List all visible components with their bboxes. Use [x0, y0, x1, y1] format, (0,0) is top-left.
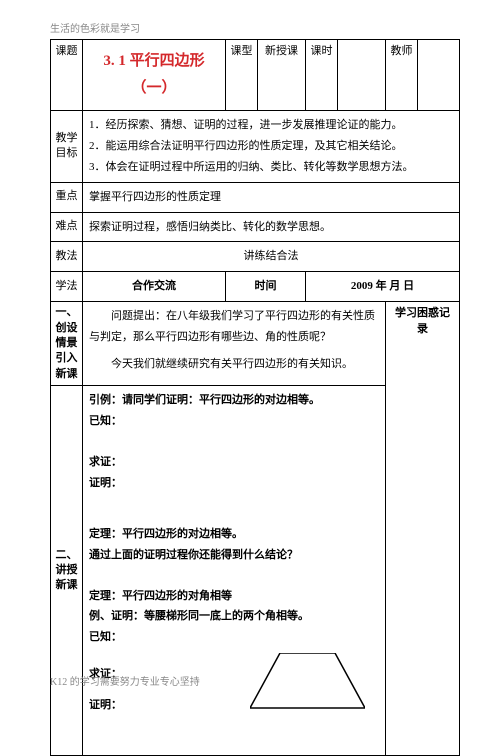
nandian-label: 难点	[51, 212, 83, 242]
section1-p1: 问题提出：在八年级我们学习了平行四边形的有关性质与判定，那么平行四边形有哪些边、…	[89, 306, 379, 348]
difficulty-label: 学习困惑记录	[386, 302, 460, 756]
section1-content: 问题提出：在八年级我们学习了平行四边形的有关性质与判定，那么平行四边形有哪些边、…	[83, 302, 386, 386]
dingli1: 定理：平行四边形的对边相等。	[89, 524, 379, 545]
qiuzheng: 求证：	[89, 452, 379, 473]
header-row: 课题 3. 1 平行四边形（一） 课型 新授课 课时 教师	[51, 40, 460, 111]
xuefa-label: 学法	[51, 272, 83, 302]
zhongdian-text: 掌握平行四边形的性质定理	[83, 182, 460, 212]
lesson-plan-table: 课题 3. 1 平行四边形（一） 课型 新授课 课时 教师 教学目标 1．经历探…	[50, 39, 460, 756]
xuefa-text: 合作交流	[83, 272, 226, 302]
dingli2: 定理：平行四边形的对角相等	[89, 586, 379, 607]
nandian-text: 探索证明过程，感悟归纳类比、转化的数学思想。	[83, 212, 460, 242]
kexing-value: 新授课	[258, 40, 306, 111]
tongguo: 通过上面的证明过程你还能得到什么结论？	[89, 545, 379, 566]
keti-label: 课题	[51, 40, 83, 111]
mubiao-text: 1．经历探索、猜想、证明的过程，进一步发展推理论证的能力。 2．能运用综合法证明…	[83, 111, 460, 183]
kexing-label: 课型	[226, 40, 258, 111]
keshi-value	[338, 40, 386, 111]
li: 例、证明：等腰梯形同一底上的两个角相等。	[89, 606, 379, 627]
teacher-value	[418, 40, 460, 111]
mubiao-row: 教学目标 1．经历探索、猜想、证明的过程，进一步发展推理论证的能力。 2．能运用…	[51, 111, 460, 183]
nandian-row: 难点 探索证明过程，感悟归纳类比、转化的数学思想。	[51, 212, 460, 242]
trapezoid-shape	[250, 653, 365, 709]
zhengming: 证明：	[89, 473, 379, 494]
shijian-label: 时间	[226, 272, 306, 302]
keshi-label: 课时	[306, 40, 338, 111]
yinli: 引例：请同学们证明：平行四边形的对边相等。	[89, 390, 379, 411]
zhongdian-label: 重点	[51, 182, 83, 212]
section1-row: 一、创设情景引入新课 问题提出：在八年级我们学习了平行四边形的有关性质与判定，那…	[51, 302, 460, 386]
section2-label: 二、讲授新课	[51, 386, 83, 756]
section1-p2: 今天我们就继续研究有关平行四边形的有关知识。	[89, 354, 379, 375]
jiaofa-label: 教法	[51, 242, 83, 272]
shijian-value: 2009 年 月 日	[306, 272, 460, 302]
xuefa-row: 学法 合作交流 时间 2009 年 月 日	[51, 272, 460, 302]
yizhi: 已知：	[89, 411, 379, 432]
top-watermark: 生活的色彩就是学习	[50, 20, 460, 35]
teacher-label: 教师	[386, 40, 418, 111]
mubiao-label: 教学目标	[51, 111, 83, 183]
yizhi2: 已知：	[89, 627, 379, 648]
lesson-title: 3. 1 平行四边形（一）	[83, 40, 226, 111]
jiaofa-row: 教法 讲练结合法	[51, 242, 460, 272]
zhongdian-row: 重点 掌握平行四边形的性质定理	[51, 182, 460, 212]
section2-content: 引例：请同学们证明：平行四边形的对边相等。 已知： 求证： 证明： 定理：平行四…	[83, 386, 386, 756]
section1-label: 一、创设情景引入新课	[51, 302, 83, 386]
trapezoid-polygon	[250, 653, 365, 708]
bottom-watermark: K12 的学习需要努力专业专心坚持	[50, 673, 200, 688]
jiaofa-text: 讲练结合法	[83, 242, 460, 272]
